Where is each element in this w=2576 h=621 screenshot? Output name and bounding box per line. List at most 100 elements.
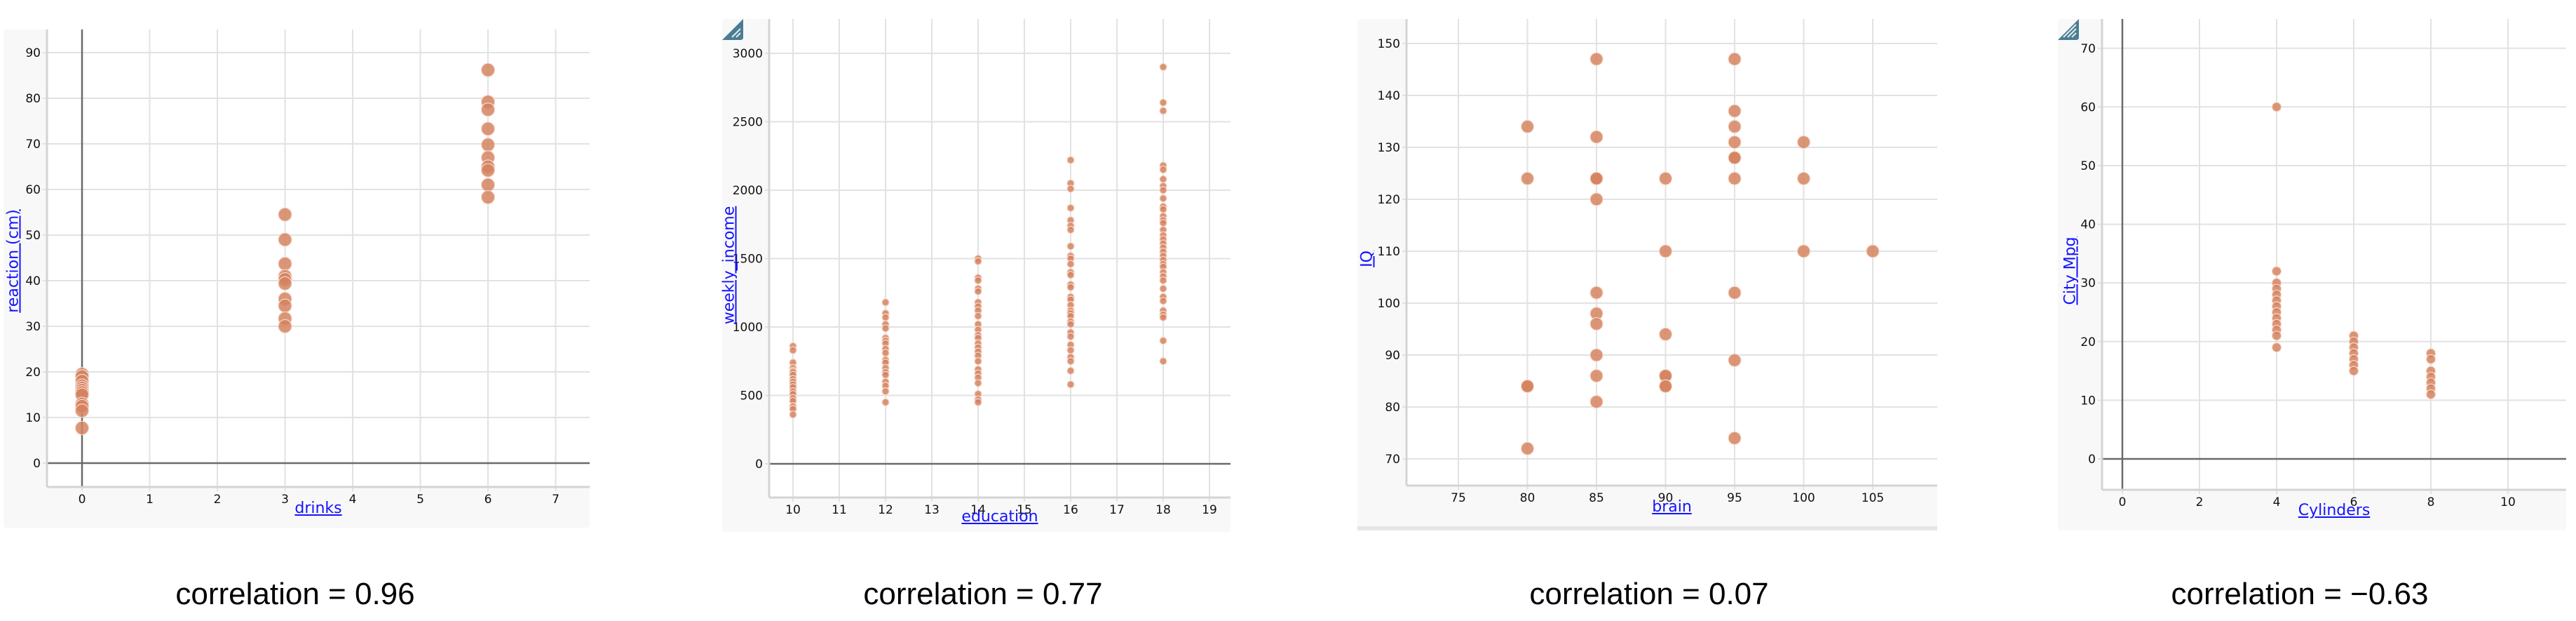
data-point[interactable]: [1728, 286, 1742, 300]
data-point[interactable]: [480, 121, 496, 136]
data-point[interactable]: [1728, 135, 1742, 149]
data-point[interactable]: [2425, 354, 2436, 364]
data-point[interactable]: [278, 256, 292, 272]
x-axis-title[interactable]: education: [961, 508, 1038, 526]
data-point[interactable]: [480, 62, 496, 77]
data-point[interactable]: [1589, 171, 1604, 185]
data-point[interactable]: [1159, 62, 1167, 72]
data-point[interactable]: [1589, 52, 1604, 66]
data-point[interactable]: [974, 312, 982, 320]
resize-handle-icon[interactable]: [722, 19, 743, 40]
data-point[interactable]: [1728, 52, 1742, 66]
data-point[interactable]: [789, 410, 797, 419]
data-point[interactable]: [881, 298, 890, 307]
data-point[interactable]: [974, 398, 982, 406]
data-point[interactable]: [1159, 205, 1167, 213]
data-point[interactable]: [881, 324, 890, 333]
data-point[interactable]: [1066, 203, 1075, 212]
data-point[interactable]: [974, 287, 982, 295]
data-point[interactable]: [1159, 186, 1167, 194]
data-point[interactable]: [1589, 192, 1604, 206]
data-point[interactable]: [1066, 260, 1075, 268]
y-axis-title[interactable]: City Mpg: [2061, 236, 2080, 305]
data-point[interactable]: [1658, 379, 1673, 394]
data-point[interactable]: [480, 178, 496, 192]
data-point[interactable]: [2271, 342, 2282, 353]
data-point[interactable]: [1159, 194, 1167, 203]
data-point[interactable]: [278, 276, 292, 291]
data-point[interactable]: [1066, 380, 1075, 389]
data-point[interactable]: [881, 313, 890, 321]
data-point[interactable]: [74, 420, 90, 436]
data-point[interactable]: [1589, 286, 1604, 300]
resize-handle-icon[interactable]: [2058, 19, 2079, 40]
data-point[interactable]: [1728, 171, 1742, 185]
data-point[interactable]: [1066, 156, 1075, 164]
data-point[interactable]: [2271, 102, 2282, 112]
data-point[interactable]: [480, 138, 496, 152]
data-point[interactable]: [1066, 366, 1075, 375]
data-point[interactable]: [1728, 431, 1742, 446]
data-point[interactable]: [1658, 327, 1673, 341]
data-point[interactable]: [1658, 244, 1673, 258]
data-point[interactable]: [1159, 336, 1167, 345]
data-point[interactable]: [1796, 171, 1811, 185]
data-point[interactable]: [1520, 171, 1535, 185]
data-point[interactable]: [1589, 317, 1604, 331]
x-axis-title[interactable]: brain: [1652, 498, 1692, 516]
data-point[interactable]: [1728, 353, 1742, 367]
data-point[interactable]: [789, 346, 797, 354]
data-point[interactable]: [1159, 357, 1167, 366]
data-point[interactable]: [2348, 366, 2359, 376]
data-point[interactable]: [1728, 151, 1742, 165]
data-point[interactable]: [278, 232, 292, 247]
data-point[interactable]: [1520, 119, 1535, 133]
y-axis-title[interactable]: reaction (cm): [4, 209, 22, 313]
data-point[interactable]: [1589, 394, 1604, 409]
data-point[interactable]: [974, 379, 982, 387]
data-point[interactable]: [1159, 175, 1167, 183]
data-point[interactable]: [1066, 242, 1075, 251]
data-point[interactable]: [480, 102, 496, 117]
data-point[interactable]: [1728, 119, 1742, 133]
data-point[interactable]: [1066, 357, 1075, 366]
data-point[interactable]: [1066, 283, 1075, 292]
data-point[interactable]: [974, 357, 982, 366]
data-point[interactable]: [1159, 276, 1167, 285]
data-point[interactable]: [1589, 348, 1604, 362]
data-point[interactable]: [1866, 244, 1880, 258]
data-point[interactable]: [1159, 284, 1167, 293]
data-point[interactable]: [1159, 219, 1167, 227]
data-point[interactable]: [881, 349, 890, 357]
data-point[interactable]: [1066, 320, 1075, 328]
data-point[interactable]: [1066, 225, 1075, 234]
data-point[interactable]: [1159, 166, 1167, 174]
data-point[interactable]: [881, 387, 890, 396]
data-point[interactable]: [480, 163, 496, 178]
data-point[interactable]: [1066, 333, 1075, 341]
data-point[interactable]: [1159, 313, 1167, 321]
data-point[interactable]: [881, 370, 890, 379]
data-point[interactable]: [1520, 379, 1535, 394]
data-point[interactable]: [1066, 271, 1075, 279]
data-point[interactable]: [2271, 330, 2282, 341]
x-axis-title[interactable]: Cylinders: [2298, 502, 2371, 519]
data-point[interactable]: [1520, 441, 1535, 455]
data-point[interactable]: [1728, 104, 1742, 118]
data-point[interactable]: [1796, 244, 1811, 258]
data-point[interactable]: [278, 298, 292, 313]
data-point[interactable]: [2425, 389, 2436, 400]
data-point[interactable]: [881, 398, 890, 406]
data-point[interactable]: [1589, 130, 1604, 144]
data-point[interactable]: [1159, 107, 1167, 115]
data-point[interactable]: [974, 276, 982, 285]
data-point[interactable]: [278, 207, 292, 222]
data-point[interactable]: [1066, 346, 1075, 354]
y-axis-title[interactable]: IQ: [1358, 251, 1376, 267]
data-point[interactable]: [1159, 98, 1167, 107]
data-point[interactable]: [74, 403, 90, 418]
data-point[interactable]: [2271, 266, 2282, 276]
data-point[interactable]: [1066, 185, 1075, 193]
x-axis-title[interactable]: drinks: [294, 500, 342, 517]
data-point[interactable]: [278, 319, 292, 334]
